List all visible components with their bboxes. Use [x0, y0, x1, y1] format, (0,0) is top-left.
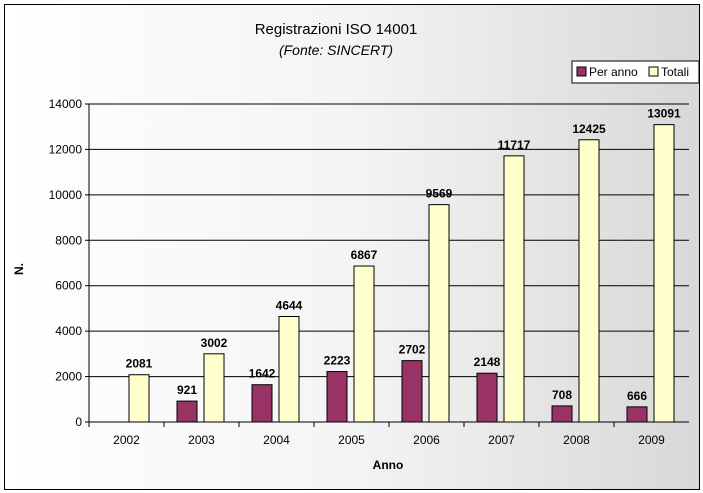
bar-totali-2005: [353, 265, 375, 423]
y-tick-label: 0: [75, 415, 82, 429]
data-label: 12425: [572, 122, 606, 136]
legend-swatch-totali: [648, 66, 659, 77]
y-tick-label: 8000: [55, 233, 82, 247]
x-tick-label: 2005: [338, 433, 365, 447]
x-tick-label: 2008: [563, 433, 590, 447]
bar-per-anno-2004: [251, 384, 273, 423]
bar-totali-2008: [578, 139, 600, 423]
bar-per-anno-2005: [326, 371, 348, 423]
y-tick-label: 4000: [55, 324, 82, 338]
data-label: 666: [627, 389, 647, 403]
legend-box: [571, 60, 699, 84]
y-tick-label: 6000: [55, 279, 82, 293]
x-tick-labels: 2002 2003 2004 2005 2006 2007 2008 2009: [113, 433, 665, 447]
x-tick-label: 2009: [638, 433, 665, 447]
legend-label-totali: Totali: [661, 65, 689, 79]
y-tick-labels: 0 2000 4000 6000 8000 10000 12000 14000: [49, 97, 83, 429]
bar-per-anno-2006: [401, 360, 423, 423]
data-label: 1642: [249, 367, 276, 381]
y-tick-label: 14000: [49, 97, 83, 111]
data-label: 2081: [126, 357, 153, 371]
chart-title: Registrazioni ISO 14001: [255, 21, 418, 38]
bar-per-anno-2008: [551, 405, 573, 423]
bar-totali-2009: [653, 124, 675, 423]
y-tick-label: 12000: [49, 142, 83, 156]
x-tick-label: 2002: [113, 433, 140, 447]
data-label: 921: [177, 383, 197, 397]
x-tick-label: 2004: [263, 433, 290, 447]
x-tick-label: 2006: [413, 433, 440, 447]
bar-per-anno-2003: [176, 400, 198, 423]
data-label: 2223: [324, 354, 351, 368]
data-label: 6867: [351, 248, 378, 262]
y-axis-label: N.: [12, 263, 26, 275]
legend-swatch-per-anno: [576, 66, 587, 77]
legend: Per anno Totali: [571, 60, 699, 84]
bars: 2081 921 3002 1642 4644 2223 6867 2702 9569 2148 1…: [126, 107, 681, 423]
bar-totali-2004: [278, 316, 300, 423]
bar-totali-2002: [128, 374, 150, 423]
chart-subtitle: (Fonte: SINCERT): [279, 42, 393, 58]
data-label: 4644: [276, 299, 303, 313]
data-label: 708: [552, 388, 572, 402]
x-tick-label: 2003: [188, 433, 215, 447]
bar-totali-2003: [203, 353, 225, 423]
data-label: 3002: [201, 336, 228, 350]
bar-chart: Registrazioni ISO 14001 (Fonte: SINCERT)…: [12, 21, 699, 472]
data-label: 2148: [474, 355, 501, 369]
data-label: 2702: [399, 343, 426, 357]
bar-totali-2006: [428, 204, 450, 423]
data-label: 9569: [426, 187, 453, 201]
y-tick-label: 10000: [49, 188, 83, 202]
bar-per-anno-2009: [626, 406, 648, 423]
x-axis-label: Anno: [373, 458, 404, 472]
data-label: 13091: [647, 107, 681, 121]
legend-label-per-anno: Per anno: [589, 65, 638, 79]
y-tick-label: 2000: [55, 370, 82, 384]
chart-area: Registrazioni ISO 14001 (Fonte: SINCERT)…: [4, 4, 700, 490]
data-label: 11717: [498, 138, 531, 152]
bar-totali-2007: [503, 155, 525, 423]
bar-per-anno-2007: [476, 372, 498, 423]
x-tick-label: 2007: [488, 433, 515, 447]
